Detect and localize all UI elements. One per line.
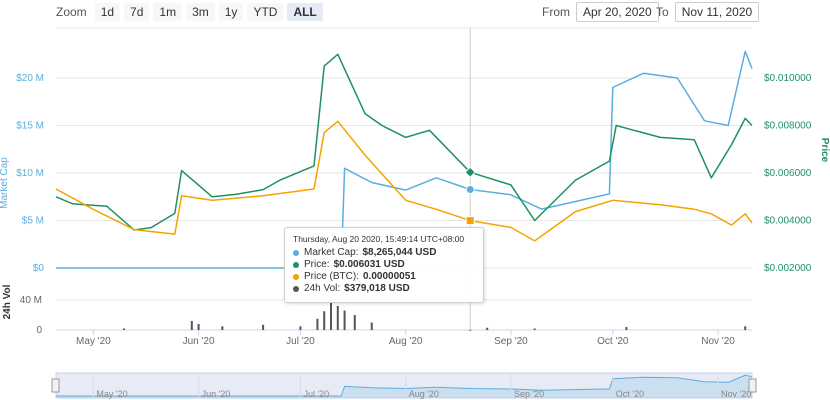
navigator-area bbox=[56, 375, 752, 398]
left-axis-tick-label: $5 M bbox=[22, 216, 44, 227]
tooltip-row-price: Price: $0.006031 USD bbox=[293, 259, 475, 271]
x-axis-tick-label: May '20 bbox=[76, 336, 111, 347]
navigator-tick-label: Oct '20 bbox=[616, 389, 644, 399]
tooltip-label: 24h Vol: bbox=[304, 283, 341, 294]
range-from-label: From bbox=[542, 5, 570, 19]
volume-bar bbox=[330, 300, 333, 330]
market-cap-hover-marker bbox=[465, 184, 475, 194]
volume-bar bbox=[197, 324, 200, 330]
volume-bar bbox=[323, 311, 326, 330]
tooltip-row-market-cap: Market Cap: $8,265,044 USD bbox=[293, 247, 475, 259]
navigator-tick-label: Sep '20 bbox=[514, 389, 544, 399]
price-dot-icon bbox=[293, 262, 299, 268]
volume-bar bbox=[486, 327, 489, 330]
right-axis-tick-label: $0.008000 bbox=[764, 121, 812, 132]
volume-bar bbox=[299, 326, 302, 330]
range-to: To Nov 11, 2020 bbox=[656, 2, 760, 22]
tooltip: Thursday, Aug 20 2020, 15:49:14 UTC+08:0… bbox=[284, 227, 484, 303]
price-hover-marker bbox=[464, 166, 476, 178]
zoom-button-all[interactable]: ALL bbox=[287, 3, 323, 21]
volume-bar bbox=[316, 318, 319, 330]
volume-bar bbox=[469, 329, 472, 331]
tooltip-row-price-btc: Price (BTC): 0.00000051 bbox=[293, 271, 475, 283]
left-axis-tick-label: $0 bbox=[33, 263, 45, 274]
right-axis-title: Price bbox=[819, 138, 830, 163]
volume-bar bbox=[533, 328, 536, 330]
tooltip-value: $8,265,044 USD bbox=[362, 247, 437, 258]
navigator-line bbox=[56, 374, 753, 397]
left-axis-title: Market Cap bbox=[0, 157, 10, 209]
range-to-label: To bbox=[656, 5, 669, 19]
zoom-button-7d[interactable]: 7d bbox=[124, 3, 150, 21]
volume-bar bbox=[370, 322, 373, 330]
right-axis-tick-label: $0.006000 bbox=[764, 168, 812, 179]
tooltip-label: Price: bbox=[304, 259, 330, 270]
price-btc-dot-icon bbox=[293, 274, 299, 280]
market-cap-dot-icon bbox=[293, 250, 299, 256]
navigator-tick-label: Aug '20 bbox=[409, 389, 439, 399]
x-axis-tick-label: Nov '20 bbox=[701, 336, 735, 347]
tooltip-label: Price (BTC): bbox=[304, 271, 359, 282]
navigator-handle-left[interactable] bbox=[51, 378, 60, 393]
tooltip-date: Thursday, Aug 20 2020, 15:49:14 UTC+08:0… bbox=[293, 234, 465, 244]
left-axis-tick-label: $15 M bbox=[16, 121, 44, 132]
range-to-input[interactable]: Nov 11, 2020 bbox=[674, 2, 760, 22]
tooltip-label: Market Cap: bbox=[304, 247, 359, 258]
volume-dot-icon bbox=[293, 286, 299, 292]
navigator[interactable]: May '20 Jun '20 Jul '20 Aug '20 Sep '20 Oct '… bbox=[51, 372, 757, 399]
tooltip-value: 0.00000051 bbox=[363, 271, 416, 282]
range-from: From Apr 20, 2020 bbox=[542, 2, 659, 22]
tooltip-row-volume: 24h Vol: $379,018 USD bbox=[293, 283, 475, 295]
x-axis-tick-label: Jun '20 bbox=[183, 336, 215, 347]
zoom-button-ytd[interactable]: YTD bbox=[247, 3, 284, 21]
volume-bar bbox=[221, 326, 224, 330]
volume-bar bbox=[336, 306, 339, 330]
zoom-button-1d[interactable]: 1d bbox=[94, 3, 121, 21]
volume-bar bbox=[744, 326, 747, 330]
zoom-button-1y[interactable]: 1y bbox=[218, 3, 244, 21]
x-axis-tick-label: Sep '20 bbox=[494, 336, 528, 347]
navigator-tick-label: Jun '20 bbox=[202, 389, 231, 399]
zoom-label: Zoom bbox=[56, 5, 87, 19]
tooltip-value: $0.006031 USD bbox=[333, 259, 405, 270]
price-btc-hover-marker bbox=[465, 216, 475, 226]
volume-axis-tick-label: 40 M bbox=[20, 295, 42, 306]
volume-axis-tick-label: 0 bbox=[36, 325, 42, 336]
x-axis-tick-label: Oct '20 bbox=[597, 336, 629, 347]
volume-axis-title: 24h Vol bbox=[2, 284, 13, 319]
zoom-bar: Zoom 1d 7d 1m 3m 1y YTD ALL bbox=[56, 2, 325, 22]
left-axis-tick-label: $20 M bbox=[16, 73, 44, 84]
left-axis-tick-label: $10 M bbox=[16, 168, 44, 179]
navigator-handle-right[interactable] bbox=[748, 378, 757, 393]
axes: $0 $5 M $10 M $15 M $20 M Market Cap $0.002000… bbox=[0, 73, 830, 347]
navigator-tick-label: May '20 bbox=[96, 389, 127, 399]
zoom-button-1m[interactable]: 1m bbox=[153, 3, 183, 21]
volume-bar bbox=[625, 327, 628, 330]
navigator-tick-label: Nov '20 bbox=[721, 389, 751, 399]
x-axis-tick-label: Jul '20 bbox=[286, 336, 315, 347]
price-btc-line bbox=[55, 120, 753, 242]
right-axis-tick-label: $0.002000 bbox=[764, 263, 812, 274]
market-cap-line bbox=[56, 50, 753, 269]
zoom-button-3m[interactable]: 3m bbox=[186, 3, 215, 21]
volume-bar bbox=[343, 310, 346, 330]
navigator-tick-label: Jul '20 bbox=[303, 389, 329, 399]
volume-bar bbox=[353, 315, 356, 330]
series bbox=[55, 50, 753, 331]
x-axis-tick-label: Aug '20 bbox=[389, 336, 423, 347]
volume-bar bbox=[190, 321, 193, 330]
right-axis-tick-label: $0.004000 bbox=[764, 216, 812, 227]
right-axis-tick-label: $0.010000 bbox=[764, 73, 812, 84]
volume-bar bbox=[262, 324, 265, 330]
tooltip-value: $379,018 USD bbox=[344, 283, 410, 294]
price-line bbox=[55, 53, 753, 231]
range-from-input[interactable]: Apr 20, 2020 bbox=[576, 2, 659, 22]
volume-bar bbox=[122, 328, 125, 330]
